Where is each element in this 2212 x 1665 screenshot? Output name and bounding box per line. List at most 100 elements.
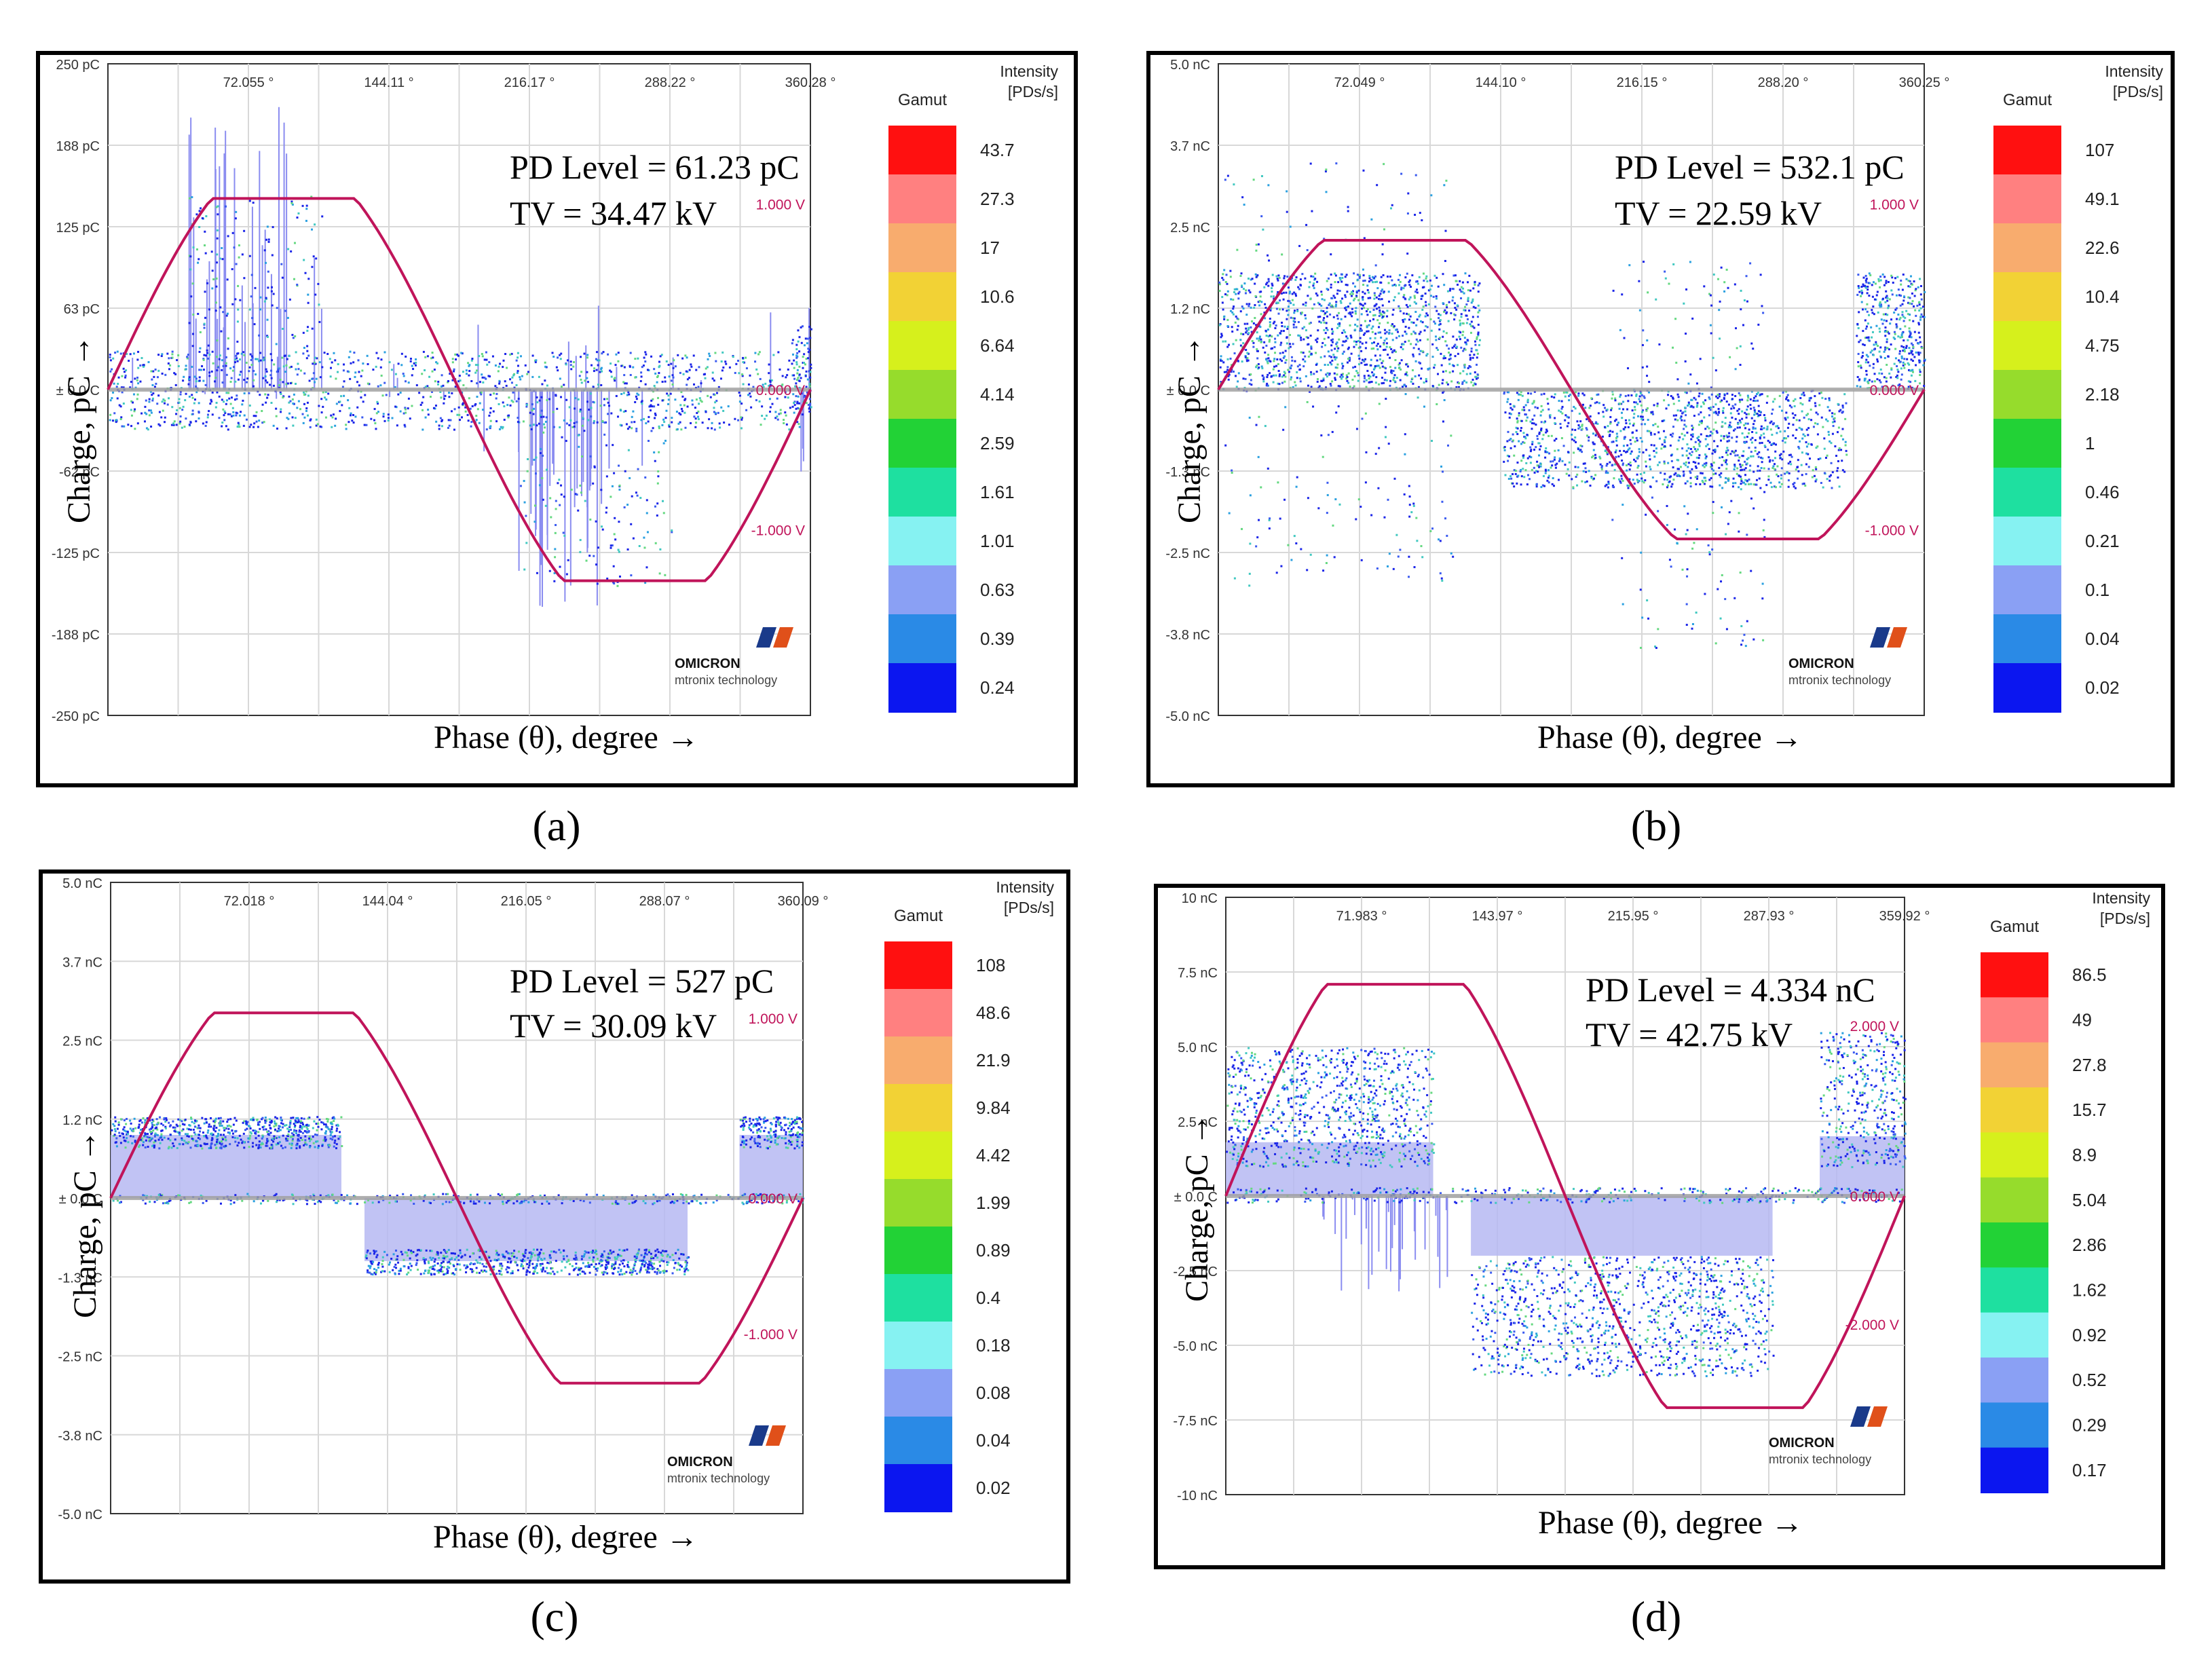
pd-point bbox=[1662, 483, 1664, 486]
pd-point bbox=[1512, 439, 1514, 442]
pd-point bbox=[1571, 438, 1573, 441]
pd-point bbox=[1880, 318, 1883, 321]
pd-point bbox=[1915, 314, 1917, 317]
pd-point bbox=[1801, 483, 1804, 485]
pd-point bbox=[713, 411, 715, 413]
pd-point bbox=[1369, 375, 1372, 378]
pd-point bbox=[1594, 474, 1597, 476]
pd-point bbox=[1747, 432, 1750, 434]
pd-point bbox=[1605, 464, 1608, 467]
pd-point bbox=[409, 358, 412, 360]
pd-point bbox=[1433, 364, 1436, 367]
pd-point bbox=[1341, 373, 1343, 376]
pd-point bbox=[440, 425, 443, 428]
pd-point bbox=[612, 444, 614, 447]
pd-point bbox=[1536, 464, 1539, 467]
pd-point bbox=[1267, 362, 1269, 364]
pd-point bbox=[614, 379, 616, 382]
pd-point bbox=[1869, 351, 1872, 354]
pd-point bbox=[1700, 419, 1703, 422]
pd-point bbox=[489, 426, 491, 429]
pd-point bbox=[189, 268, 192, 271]
pd-point bbox=[1844, 441, 1847, 443]
pd-point bbox=[1331, 359, 1334, 362]
pd-point bbox=[179, 407, 181, 409]
pd-point bbox=[1694, 398, 1697, 401]
pd-point bbox=[193, 375, 196, 378]
pd-point bbox=[1675, 414, 1678, 417]
pd-point bbox=[805, 370, 808, 373]
pd-point bbox=[1389, 207, 1392, 210]
omicron-logo-mark bbox=[773, 627, 793, 648]
pd-point bbox=[193, 398, 196, 401]
pd-point bbox=[440, 396, 443, 399]
pd-point bbox=[152, 370, 155, 373]
pd-point bbox=[640, 419, 643, 422]
pd-point bbox=[1320, 321, 1323, 324]
pd-point bbox=[1405, 363, 1408, 366]
pd-point bbox=[1463, 292, 1465, 295]
pd-point bbox=[1370, 364, 1372, 367]
pd-point bbox=[1648, 430, 1651, 432]
pd-point bbox=[1857, 326, 1860, 329]
pd-point bbox=[1285, 358, 1288, 361]
pd-point bbox=[609, 369, 612, 372]
pd-point bbox=[1310, 352, 1313, 355]
pd-point bbox=[1877, 345, 1879, 348]
pd-point bbox=[1883, 356, 1886, 359]
pd-point bbox=[1516, 462, 1519, 464]
pd-point bbox=[1383, 381, 1385, 384]
pd-point bbox=[1767, 439, 1769, 442]
pd-point bbox=[510, 381, 513, 384]
pd-point bbox=[1579, 426, 1581, 428]
pd-point bbox=[1316, 378, 1319, 381]
pd-point bbox=[1438, 337, 1440, 340]
pd-point bbox=[1609, 433, 1611, 436]
pd-point bbox=[252, 379, 255, 381]
pd-point bbox=[1820, 392, 1822, 394]
pd-point bbox=[489, 375, 491, 378]
pd-point bbox=[1524, 469, 1527, 472]
pd-point bbox=[1533, 390, 1536, 393]
pd-point bbox=[1413, 295, 1416, 297]
pd-point bbox=[1459, 288, 1461, 291]
pd-point bbox=[202, 358, 205, 361]
pd-point bbox=[1788, 405, 1791, 407]
pd-point bbox=[1403, 384, 1406, 387]
pd-point bbox=[1334, 377, 1336, 379]
pd-point bbox=[555, 500, 557, 502]
pd-point bbox=[499, 362, 502, 365]
pd-point bbox=[1860, 285, 1863, 288]
pd-point bbox=[1876, 358, 1879, 361]
pd-point bbox=[1672, 432, 1674, 435]
pd-point bbox=[1255, 424, 1258, 426]
pd-point bbox=[1719, 400, 1722, 403]
pd-point bbox=[1218, 283, 1221, 286]
pd-point bbox=[1552, 460, 1554, 463]
pd-point bbox=[437, 380, 440, 383]
pd-point bbox=[1810, 419, 1813, 422]
pd-point bbox=[203, 322, 206, 325]
pd-point bbox=[1262, 378, 1265, 381]
pd-point bbox=[125, 369, 128, 372]
pd-point bbox=[1736, 472, 1738, 475]
pd-point bbox=[557, 369, 559, 372]
pd-point bbox=[1439, 314, 1442, 316]
pd-point bbox=[1831, 487, 1833, 489]
pd-point bbox=[136, 358, 139, 361]
pd-point bbox=[280, 392, 282, 395]
pd-point bbox=[1704, 457, 1707, 460]
pd-point bbox=[1702, 464, 1704, 467]
pd-point bbox=[1575, 476, 1577, 479]
pd-point bbox=[1266, 382, 1269, 385]
pd-point bbox=[1627, 487, 1630, 489]
pd-point bbox=[377, 357, 379, 360]
pd-point bbox=[491, 355, 494, 358]
pd-point bbox=[579, 539, 582, 542]
pd-point bbox=[1347, 312, 1350, 315]
pd-point bbox=[605, 506, 608, 509]
pd-point bbox=[1647, 419, 1649, 422]
pd-point bbox=[795, 343, 798, 346]
pd-point bbox=[299, 408, 301, 411]
pd-point bbox=[1862, 330, 1864, 333]
